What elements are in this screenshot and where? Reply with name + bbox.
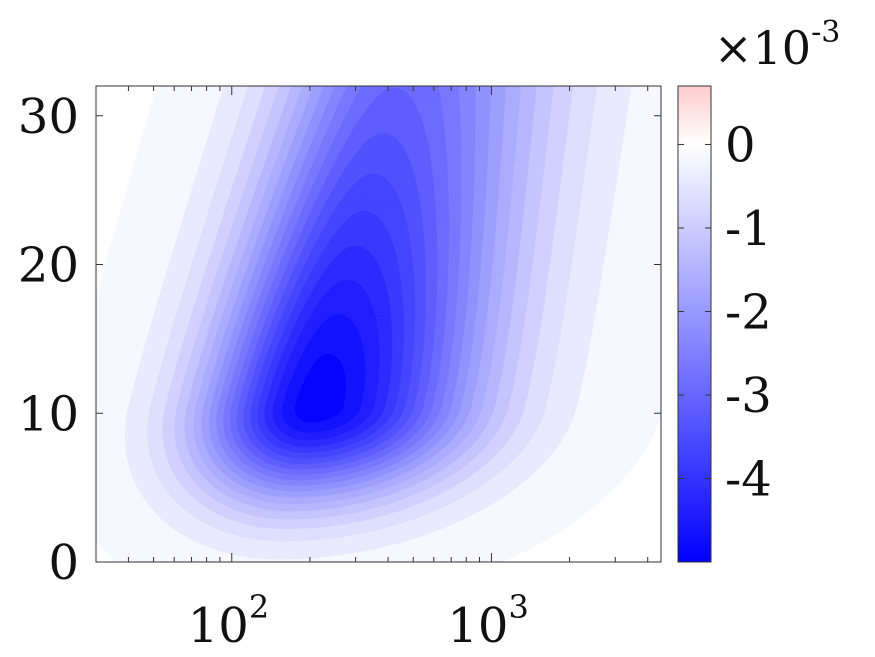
colorbar: 0-1-2-3-4 ×10-3 xyxy=(678,15,840,562)
plot-area xyxy=(96,86,661,562)
x-tick-label-exponent: 3 xyxy=(508,588,528,626)
x-tick-label-base: 10 xyxy=(447,598,508,654)
colorbar-tick-label: -3 xyxy=(725,368,772,424)
y-tick-label: 20 xyxy=(18,238,79,294)
y-tick-label: 30 xyxy=(18,89,79,145)
colorbar-tick-label: -2 xyxy=(725,284,772,340)
x-tick-labels: 102 103 xyxy=(188,588,529,654)
y-tick-label: 10 xyxy=(18,386,79,442)
x-tick-label-base: 10 xyxy=(188,598,249,654)
colorbar-multiplier: ×10-3 xyxy=(714,15,840,75)
x-tick-label: 103 xyxy=(447,588,528,654)
contour-fills xyxy=(96,86,661,562)
y-tick-label: 0 xyxy=(48,535,79,591)
y-tick-labels: 0 10 20 30 xyxy=(18,89,79,591)
colorbar-fill xyxy=(678,86,711,562)
colorbar-tick-label: 0 xyxy=(725,117,756,173)
x-tick-label: 102 xyxy=(188,588,269,654)
colorbar-multiplier-exponent: -3 xyxy=(811,15,840,50)
colorbar-tick-label: -4 xyxy=(725,451,772,507)
colorbar-tick-label: -1 xyxy=(725,201,772,257)
colorbar-multiplier-prefix: ×10 xyxy=(714,21,811,75)
x-tick-label-exponent: 2 xyxy=(249,588,269,626)
